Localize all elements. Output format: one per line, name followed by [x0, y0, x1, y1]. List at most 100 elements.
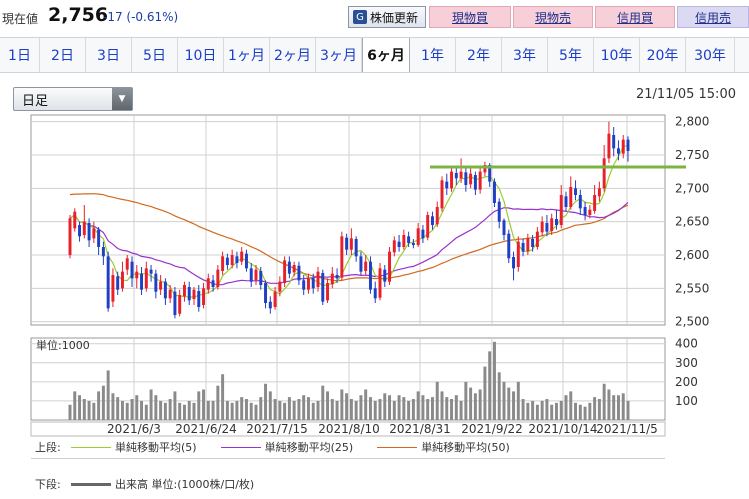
volume-bar-60	[354, 400, 358, 420]
volume-bar-27	[197, 391, 201, 420]
candle-body-100	[545, 223, 549, 232]
volume-bar-12	[125, 402, 129, 420]
candle-body-26	[192, 289, 196, 299]
tab-1[interactable]: 2日	[40, 38, 86, 72]
x-tick-label-5: 2021/9/22	[461, 422, 523, 436]
volume-bar-42	[268, 391, 272, 420]
tab-13[interactable]: 10年	[594, 38, 640, 72]
volume-bar-5	[92, 402, 96, 420]
volume-bar-35	[235, 400, 239, 420]
tab-3[interactable]: 5日	[132, 38, 178, 72]
candle-body-69	[397, 241, 401, 247]
volume-bar-77	[435, 381, 439, 420]
candle-body-91	[502, 220, 506, 235]
candle-body-58	[345, 237, 349, 250]
legend-swatch-sma25	[220, 446, 261, 448]
price-tick-label-1: 2,550	[675, 281, 709, 295]
volume-bar-47	[292, 400, 296, 420]
spot-sell-button[interactable]: 現物売	[513, 6, 593, 28]
candle-body-34	[230, 255, 234, 265]
tab-6[interactable]: 2ヶ月	[270, 38, 316, 72]
tab-15[interactable]: 30年	[686, 38, 735, 72]
volume-bar-41	[264, 383, 268, 420]
candle-body-28	[202, 288, 206, 305]
price-tick-label-4: 2,700	[675, 181, 709, 195]
candle-body-21	[168, 289, 172, 299]
volume-bar-50	[306, 397, 310, 420]
volume-bar-111	[597, 399, 601, 420]
candle-body-84	[469, 173, 473, 185]
candle-body-32	[221, 256, 225, 271]
candle-body-30	[211, 280, 215, 287]
volume-bar-75	[426, 399, 430, 420]
tab-2[interactable]: 3日	[86, 38, 132, 72]
candle-body-57	[340, 236, 344, 278]
tab-7[interactable]: 3ヶ月	[316, 38, 362, 72]
candle-body-54	[326, 283, 330, 301]
candle-body-64	[373, 288, 377, 299]
volume-bar-14	[135, 395, 139, 420]
candle-body-67	[388, 251, 392, 282]
tab-12[interactable]: 5年	[548, 38, 594, 72]
legend-item-sma50: 単純移動平均(50)	[377, 439, 510, 455]
volume-bar-2	[78, 395, 82, 420]
candle-body-25	[187, 287, 191, 301]
candle-body-8	[106, 256, 110, 309]
tab-4[interactable]: 10日	[178, 38, 224, 72]
candle-body-23	[178, 295, 182, 314]
tab-0[interactable]: 1日	[0, 38, 40, 72]
volume-bar-20	[163, 402, 167, 420]
candle-body-80	[450, 171, 454, 189]
volume-bar-16	[144, 404, 148, 420]
tab-14[interactable]: 20年	[640, 38, 686, 72]
volume-bar-70	[402, 397, 406, 420]
candle-body-106	[574, 188, 578, 195]
volume-bar-116	[621, 393, 625, 420]
price-header: 現在値 2,756 -17 (-0.61%) G 株価更新 現物買 現物売 信用…	[0, 0, 749, 34]
x-tick-label-0: 2021/6/3	[107, 422, 161, 436]
legend-swatch-volume	[71, 482, 111, 486]
volume-tick-label-2: 300	[675, 356, 698, 370]
volume-bar-88	[488, 351, 492, 420]
spot-buy-button[interactable]: 現物買	[429, 6, 511, 28]
volume-bar-32	[221, 374, 225, 420]
volume-bar-66	[383, 393, 387, 420]
volume-bar-56	[335, 400, 339, 420]
legend-text-sma50: 単純移動平均(50)	[421, 441, 510, 454]
candle-body-59	[349, 238, 353, 250]
legend-text-sma5: 単純移動平均(5)	[115, 441, 197, 454]
volume-bar-58	[345, 393, 349, 420]
candle-body-94	[516, 241, 520, 267]
tab-5[interactable]: 1ヶ月	[224, 38, 270, 72]
volume-bar-55	[330, 399, 334, 420]
candle-body-60	[354, 239, 358, 257]
margin-buy-button[interactable]: 信用買	[595, 6, 675, 28]
interval-select[interactable]: 日足 ▼	[13, 87, 133, 111]
volume-bar-74	[421, 395, 425, 420]
update-price-button[interactable]: G 株価更新	[348, 6, 426, 28]
candle-body-48	[297, 265, 301, 281]
candle-body-63	[368, 261, 372, 290]
refresh-icon: G	[353, 10, 367, 24]
volume-bar-8	[106, 370, 110, 420]
margin-sell-button[interactable]: 信用売	[677, 6, 749, 28]
candle-body-36	[240, 251, 244, 262]
volume-bar-110	[593, 397, 597, 420]
candle-body-53	[321, 273, 325, 302]
volume-bar-69	[397, 395, 401, 420]
volume-bar-81	[454, 395, 458, 420]
candle-body-77	[435, 207, 439, 225]
tab-8[interactable]: 6ヶ月	[362, 38, 410, 72]
volume-bar-13	[130, 399, 134, 420]
volume-bar-49	[302, 395, 306, 420]
candle-body-2	[78, 225, 82, 237]
tab-10[interactable]: 2年	[456, 38, 502, 72]
candle-body-68	[392, 240, 396, 253]
volume-bar-79	[445, 397, 449, 420]
tab-9[interactable]: 1年	[410, 38, 456, 72]
legend-swatch-sma5	[71, 446, 111, 448]
candle-body-1	[73, 211, 77, 229]
tab-11[interactable]: 3年	[502, 38, 548, 72]
volume-bar-61	[359, 395, 363, 420]
